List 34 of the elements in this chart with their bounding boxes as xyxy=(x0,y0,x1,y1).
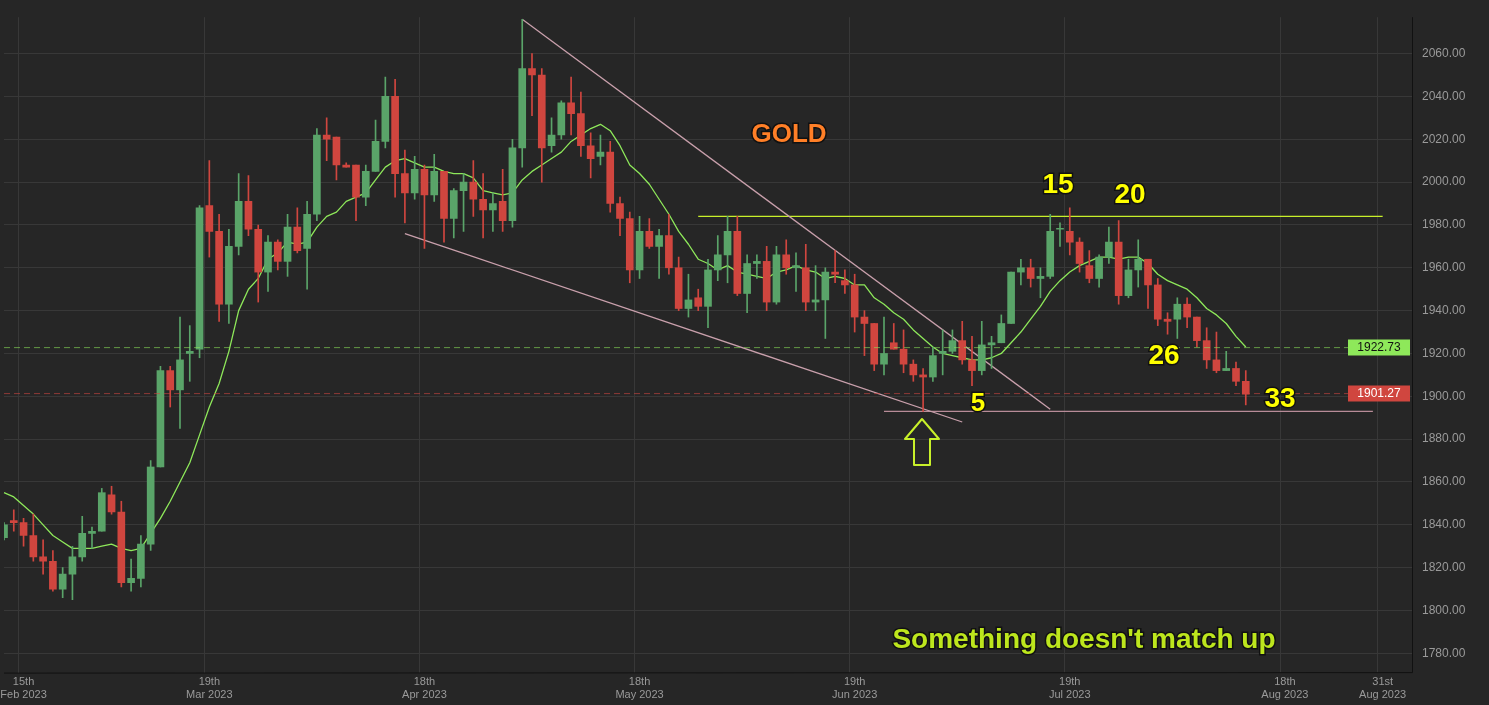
y-tick-label: 1840.00 xyxy=(1422,517,1466,532)
annotation: 33 xyxy=(1264,381,1296,413)
x-tick-label: 19th Mar 2023 xyxy=(186,675,233,701)
annotation: 15 xyxy=(1042,167,1074,199)
y-tick-label: 1900.00 xyxy=(1422,388,1466,403)
x-tick-label: 18th May 2023 xyxy=(615,675,664,701)
y-tick-label: 2060.00 xyxy=(1422,45,1466,60)
y-tick-label: 1780.00 xyxy=(1422,645,1466,660)
ref-line-label: 1901.27 xyxy=(1357,385,1402,400)
y-tick-label: 1880.00 xyxy=(1422,431,1466,446)
y-tick-label: 1820.00 xyxy=(1422,559,1466,574)
y-tick-label: 1980.00 xyxy=(1422,217,1466,232)
y-tick-label: 1860.00 xyxy=(1422,474,1466,489)
y-tick-label: 2000.00 xyxy=(1422,174,1466,189)
annotation: 5 xyxy=(970,387,986,418)
ref-line-label: 1922.73 xyxy=(1357,339,1402,354)
annotation: 20 xyxy=(1114,177,1146,209)
x-tick-label: 18th Aug 2023 xyxy=(1261,675,1309,701)
annotation: GOLD xyxy=(751,118,827,149)
annotation: Something doesn't match up xyxy=(892,622,1276,654)
y-tick-label: 2020.00 xyxy=(1422,131,1466,146)
annotation: 26 xyxy=(1148,338,1180,370)
x-tick-label: 15th Feb 2023 xyxy=(0,675,47,701)
x-tick-label: 31st Aug 2023 xyxy=(1359,675,1407,701)
y-tick-label: 1920.00 xyxy=(1422,345,1466,360)
y-tick-label: 1940.00 xyxy=(1422,302,1466,317)
candlestick xyxy=(1056,222,1064,247)
y-tick-label: 1960.00 xyxy=(1422,260,1466,275)
candlestick xyxy=(1007,271,1015,324)
x-tick-label: 19th Jul 2023 xyxy=(1048,675,1091,701)
y-tick-label: 1800.00 xyxy=(1422,602,1466,617)
y-tick-label: 2040.00 xyxy=(1422,88,1466,103)
x-tick-label: 18th Apr 2023 xyxy=(402,675,447,701)
x-tick-label: 19th Jun 2023 xyxy=(832,675,878,701)
